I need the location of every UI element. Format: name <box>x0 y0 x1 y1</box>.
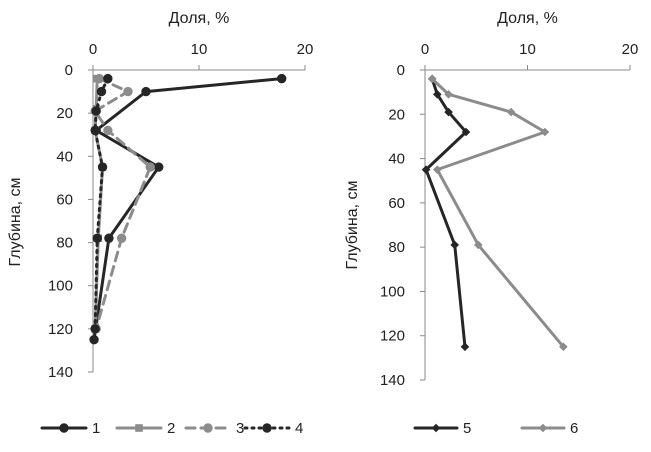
legend-label: 4 <box>295 420 303 437</box>
y-tick-label: 100 <box>48 278 73 295</box>
series-line-3 <box>93 77 152 331</box>
data-point-5 <box>421 165 431 174</box>
data-point-4 <box>90 324 100 334</box>
data-point-5 <box>444 107 453 117</box>
y-axis-title: Глубина, см <box>7 177 24 266</box>
data-point-3 <box>103 125 113 136</box>
y-tick-label: 20 <box>56 105 73 122</box>
x-tick-label: 10 <box>191 41 208 58</box>
legend-item-4: 4 <box>243 420 303 437</box>
x-tick-label: 0 <box>89 41 97 58</box>
y-tick-label: 120 <box>380 328 405 345</box>
legend-label: 2 <box>167 420 175 437</box>
legend-item-6: 6 <box>520 420 578 437</box>
data-point-4 <box>90 125 100 136</box>
legend-item-1: 1 <box>40 420 100 437</box>
data-point-1 <box>104 233 114 243</box>
data-point-1 <box>154 162 164 172</box>
y-tick-label: 80 <box>388 239 405 256</box>
data-point-6 <box>427 74 437 84</box>
y-tick-label: 20 <box>388 106 405 123</box>
data-point-1 <box>89 334 99 345</box>
y-tick-label: 60 <box>388 195 405 212</box>
data-point-3 <box>94 73 105 84</box>
y-tick-label: 140 <box>48 364 73 381</box>
y-tick-label: 40 <box>56 148 73 165</box>
legend-label: 5 <box>463 420 471 437</box>
legend-item-2: 2 <box>115 420 175 437</box>
series-6 <box>427 74 568 352</box>
y-tick-label: 120 <box>48 321 73 338</box>
legend-swatch-marker <box>203 423 213 433</box>
data-point-5 <box>433 90 442 99</box>
series-line-1 <box>92 77 284 342</box>
data-point-6 <box>540 127 550 137</box>
series-4 <box>90 73 113 334</box>
data-point-4 <box>92 233 102 243</box>
data-point-6 <box>444 90 453 99</box>
data-point-5 <box>450 240 460 250</box>
legend-label: 3 <box>236 420 244 437</box>
legend-item-3: 3 <box>184 420 244 437</box>
legend-label: 6 <box>570 420 578 437</box>
y-tick-label: 0 <box>397 62 405 79</box>
legend-swatch-marker <box>59 423 69 433</box>
left-chart-panel: 0 10 20 0 20 40 60 80 100 120 140 Доля, % Глубина, с… <box>7 10 313 437</box>
y-axis-title: Глубина, см <box>344 180 361 269</box>
data-point-4 <box>96 86 107 97</box>
data-point-4 <box>91 106 101 116</box>
legend-swatch-marker <box>135 424 143 432</box>
data-point-4 <box>97 162 108 172</box>
data-point-6 <box>433 165 442 174</box>
x-tick-label: 0 <box>421 41 429 58</box>
legend-label: 1 <box>92 420 100 437</box>
legend-item-5: 5 <box>413 420 471 437</box>
series-5 <box>421 74 471 352</box>
series-1 <box>89 73 287 345</box>
data-point-3 <box>116 233 127 243</box>
y-tick-label: 40 <box>388 151 405 168</box>
data-point-6 <box>559 342 568 352</box>
data-point-6 <box>506 107 516 117</box>
right-chart-panel: 0 10 20 0 20 40 60 80 100 120 140 Доля, % Глубина, с… <box>344 10 638 437</box>
legend-swatch-marker <box>262 423 272 433</box>
y-tick-label: 100 <box>380 283 405 300</box>
data-point-4 <box>103 73 113 84</box>
data-point-5 <box>461 127 471 137</box>
x-axis-title: Доля, % <box>169 10 230 27</box>
x-tick-label: 20 <box>622 41 639 58</box>
data-point-1 <box>276 73 287 84</box>
data-point-1 <box>141 86 151 97</box>
data-point-3 <box>123 86 133 97</box>
x-axis-title: Доля, % <box>497 10 558 27</box>
y-tick-label: 0 <box>65 62 73 79</box>
y-tick-label: 80 <box>56 235 73 252</box>
legend-swatch-marker <box>431 423 441 433</box>
data-point-6 <box>474 240 483 250</box>
y-tick-label: 60 <box>56 191 73 208</box>
data-point-3 <box>145 162 155 172</box>
y-tick-label: 140 <box>380 372 405 389</box>
data-point-5 <box>460 342 470 352</box>
series-line-6 <box>430 77 565 349</box>
legend-swatch-marker <box>538 423 548 433</box>
x-tick-label: 10 <box>519 41 536 58</box>
x-tick-label: 20 <box>297 41 314 58</box>
